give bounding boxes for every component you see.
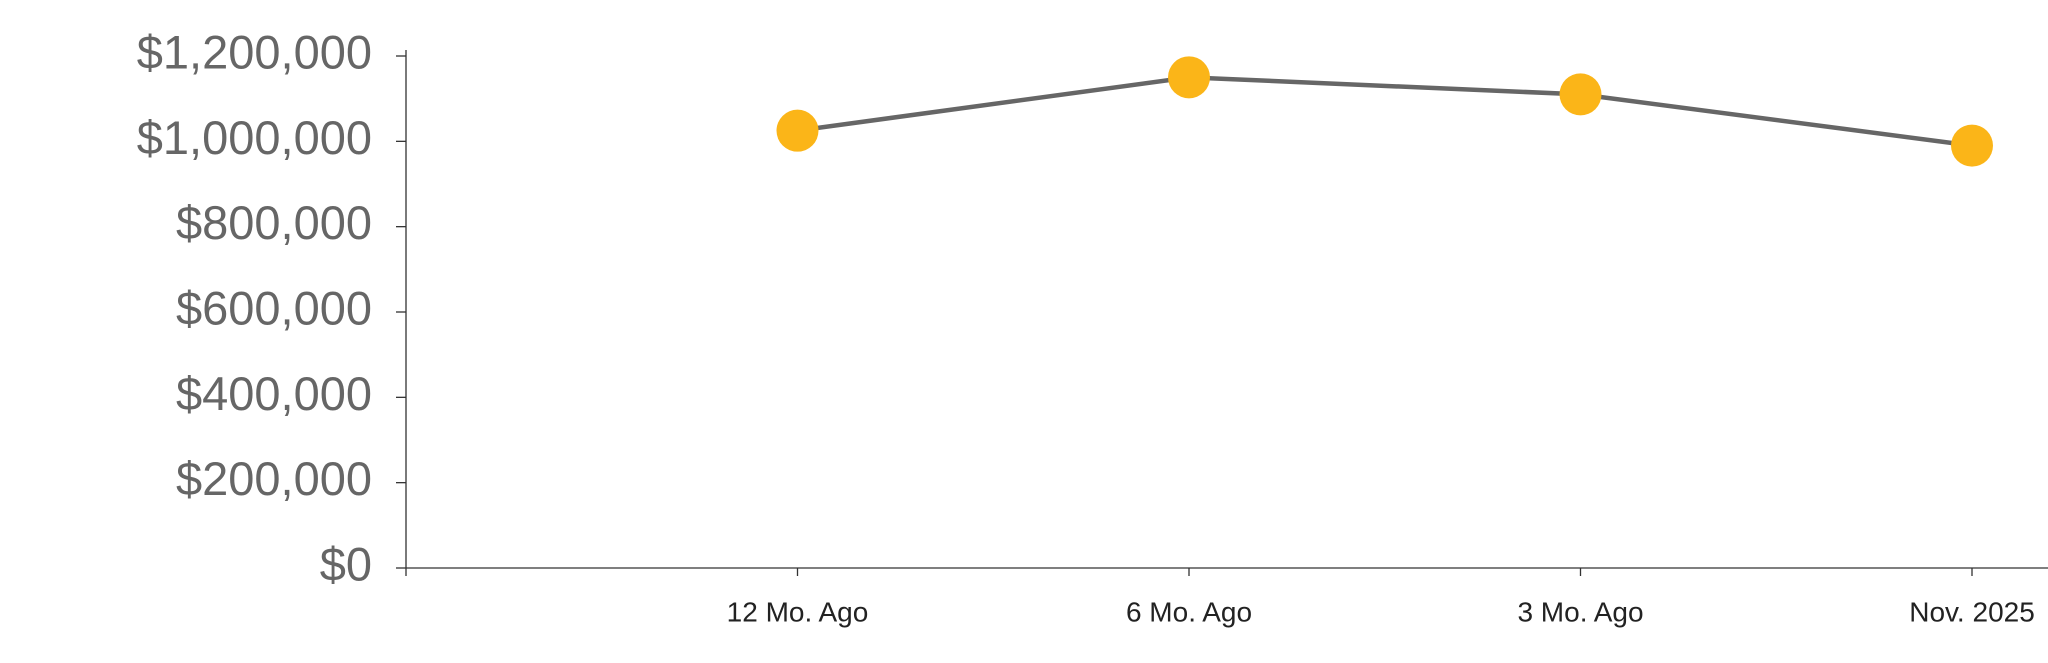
y-tick-label: $1,000,000 xyxy=(137,111,372,164)
y-tick-label: $600,000 xyxy=(176,281,372,334)
x-tick-label: Nov. 2025 xyxy=(1909,596,2035,627)
marker xyxy=(1168,56,1210,99)
marker xyxy=(776,109,819,152)
y-tick-label: $1,200,000 xyxy=(137,25,372,78)
x-tick-label: 6 Mo. Ago xyxy=(1126,596,1252,627)
x-tick-label: 3 Mo. Ago xyxy=(1517,596,1643,627)
y-tick-label: $400,000 xyxy=(176,367,372,420)
marker xyxy=(1951,124,1993,167)
line xyxy=(797,75,1973,148)
y-tick-label: $800,000 xyxy=(176,196,372,249)
x-tick-label: 12 Mo. Ago xyxy=(727,596,869,627)
y-tick-label: $0 xyxy=(320,537,372,590)
marker xyxy=(1559,73,1602,116)
y-tick-label: $200,000 xyxy=(176,452,372,505)
